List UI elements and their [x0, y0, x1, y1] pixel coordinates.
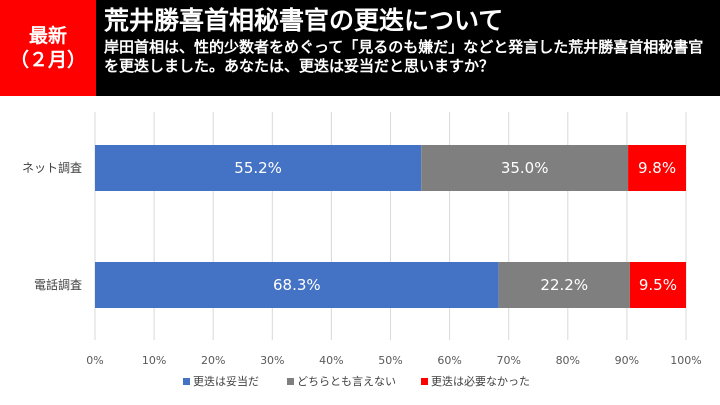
x-tick-label: 40% [319, 354, 343, 367]
legend-label: どちらとも言えない [297, 375, 396, 388]
legend-label: 更迭は必要なかった [431, 375, 530, 388]
x-tick-label: 10% [142, 354, 166, 367]
category-label: 電話調査 [34, 277, 82, 292]
data-label: 35.0% [501, 159, 549, 177]
badge-line1: 最新 [28, 25, 67, 47]
x-tick-label: 70% [496, 354, 520, 367]
bar-segment [95, 145, 422, 191]
x-tick-label: 30% [260, 354, 284, 367]
legend-swatch [421, 378, 428, 385]
x-tick-label: 0% [86, 354, 103, 367]
x-tick-label: 90% [615, 354, 639, 367]
x-tick-label: 50% [378, 354, 402, 367]
legend-swatch [287, 378, 294, 385]
bar-segment [498, 262, 630, 308]
category-label: ネット調査 [22, 161, 82, 175]
bar-segment [629, 262, 686, 308]
data-label: 9.5% [639, 276, 677, 294]
survey-question: 岸田首相は、性的少数者をめぐって「見るのも嫌だ」などと発言した荒井勝喜首相秘書官… [104, 38, 704, 75]
x-tick-label: 20% [201, 354, 225, 367]
stacked-bar-chart: 0% 10% 20% 30% 40% 50% 60% 70% 80% 90% 100% ネット調査電話… [22, 112, 702, 388]
latest-badge: 最新 （２月） [0, 0, 96, 96]
page-title: 荒井勝喜首相秘書官の更迭について [104, 6, 504, 35]
bar-segment [95, 262, 499, 308]
x-tick-label: 80% [556, 354, 580, 367]
legend-swatch [183, 378, 190, 385]
bar-segment [628, 145, 686, 191]
x-tick-label: 100% [670, 354, 701, 367]
x-tick-label: 60% [437, 354, 461, 367]
data-label: 22.2% [540, 276, 588, 294]
data-label: 9.8% [638, 159, 676, 177]
badge-line2: （２月） [9, 49, 86, 71]
header-bar: 最新 （２月） 荒井勝喜首相秘書官の更迭について 岸田首相は、性的少数者をめぐっ… [0, 0, 720, 96]
legend-label: 更迭は妥当だ [193, 374, 259, 388]
data-label: 68.3% [273, 276, 321, 294]
data-label: 55.2% [234, 159, 282, 177]
bar-segment [421, 145, 629, 191]
